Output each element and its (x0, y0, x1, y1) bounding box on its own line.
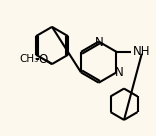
Text: O: O (39, 53, 48, 66)
Text: N: N (115, 66, 124, 79)
Text: CH₃: CH₃ (19, 54, 38, 64)
Text: N: N (95, 36, 104, 49)
Text: NH: NH (133, 45, 151, 58)
